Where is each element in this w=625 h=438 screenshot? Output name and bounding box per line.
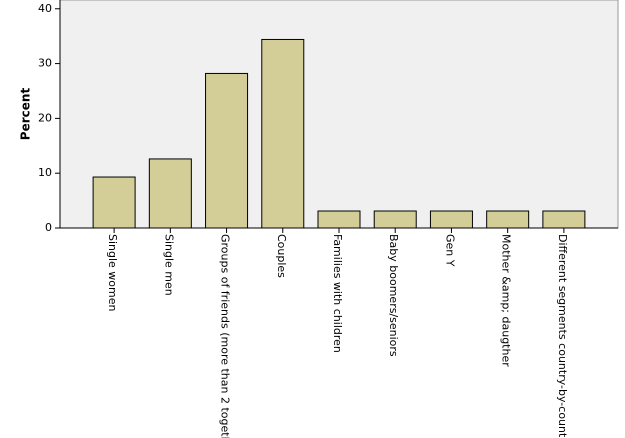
bar: [486, 210, 530, 229]
y-tick-label: 40: [38, 2, 52, 15]
bar: [205, 72, 249, 229]
y-axis-title: Percent: [19, 88, 33, 141]
bar: [92, 176, 136, 229]
y-tick-label: 0: [45, 221, 52, 234]
bar: [148, 158, 192, 229]
bar: [317, 210, 361, 229]
x-tick-label: Gen Y: [443, 234, 456, 267]
bar: [261, 38, 305, 229]
x-tick-label: Different segments country-by-country: [556, 234, 569, 438]
x-tick-label: Baby boomers/seniors: [387, 234, 400, 357]
x-tick-label: Mother &amp; daugther: [500, 234, 513, 367]
bar: [373, 210, 417, 229]
bar: [429, 210, 473, 229]
x-tick-label: Families with children: [331, 234, 344, 353]
x-tick-label: Couples: [275, 234, 288, 278]
bar: [542, 210, 586, 229]
x-tick-label: Single men: [162, 234, 175, 296]
y-tick-label: 10: [38, 166, 52, 179]
x-tick-label: Single women: [106, 234, 119, 312]
x-tick-label: Groups of friends (more than 2 together): [219, 234, 232, 438]
y-tick-label: 30: [38, 57, 52, 70]
y-tick-label: 20: [38, 111, 52, 124]
plot-area: [59, 0, 619, 229]
